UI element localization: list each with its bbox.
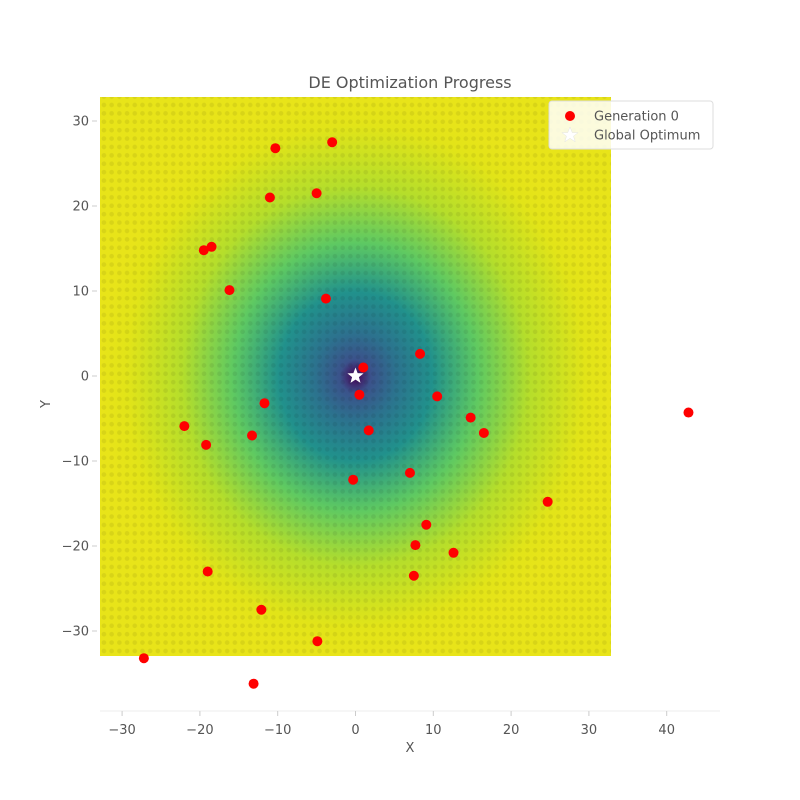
generation-point [270, 143, 281, 154]
legend-box [548, 100, 714, 150]
generation-point [404, 467, 415, 478]
generation-point [415, 348, 426, 359]
generation-point [542, 496, 553, 507]
generation-point [363, 425, 374, 436]
y-axis-label: Y [39, 400, 54, 409]
y-tick-label: −20 [62, 540, 89, 555]
generation-point [198, 245, 209, 256]
legend-generation-label: Generation 0 [594, 110, 679, 125]
generation-point [465, 412, 476, 423]
y-ticks: −30 −20 −10 0 10 20 30 [62, 115, 97, 640]
generation-point [259, 398, 270, 409]
legend-optimum-label: Global Optimum [594, 129, 700, 144]
legend-star-icon [561, 126, 579, 143]
generation-point [224, 285, 235, 296]
x-tick-label: 20 [503, 723, 520, 738]
generation-point [138, 653, 149, 664]
plot-area [100, 97, 694, 689]
generation-point [448, 547, 459, 558]
generation-point [432, 391, 443, 402]
generation-point [264, 192, 275, 203]
generation-point [421, 519, 432, 530]
generation-point [478, 427, 489, 438]
generation-point [327, 137, 338, 148]
generation-point [683, 407, 694, 418]
global-optimum-star [347, 367, 364, 383]
generation-point [202, 566, 213, 577]
x-tick-label: −30 [108, 723, 135, 738]
x-ticks: −30 −20 −10 0 10 20 30 40 [108, 711, 675, 738]
generation-point [358, 362, 369, 373]
x-tick-label: 0 [351, 723, 359, 738]
generation-point [247, 430, 258, 441]
chart-title: DE Optimization Progress [308, 73, 511, 92]
generation-point [179, 421, 190, 432]
generation-point [312, 636, 323, 647]
legend: Generation 0 Global Optimum [548, 100, 714, 150]
generation-point [408, 570, 419, 581]
generation-point [354, 389, 365, 400]
x-tick-label: −20 [186, 723, 213, 738]
x-tick-label: 40 [658, 723, 675, 738]
y-tick-label: −10 [62, 455, 89, 470]
x-axis-label: X [406, 741, 415, 756]
generation-point [201, 439, 212, 450]
generation-point [320, 293, 331, 304]
y-tick-label: 10 [72, 285, 89, 300]
y-tick-label: 20 [72, 200, 89, 215]
y-tick-label: 0 [81, 370, 89, 385]
generation-point [311, 188, 322, 199]
x-tick-label: 10 [425, 723, 442, 738]
y-axis: −30 −20 −10 0 10 20 30 Y [39, 115, 97, 640]
generation-point [410, 540, 421, 551]
scatter-markers [138, 137, 694, 689]
generation-point [206, 241, 217, 252]
legend-generation-marker [565, 111, 575, 121]
x-tick-label: −10 [264, 723, 291, 738]
y-tick-label: 30 [72, 115, 89, 130]
generation-point [248, 678, 259, 689]
generation-point [256, 604, 267, 615]
x-axis: −30 −20 −10 0 10 20 30 40 X [100, 710, 720, 756]
y-tick-label: −30 [62, 625, 89, 640]
generation-point [348, 474, 359, 485]
x-tick-label: 30 [581, 723, 598, 738]
